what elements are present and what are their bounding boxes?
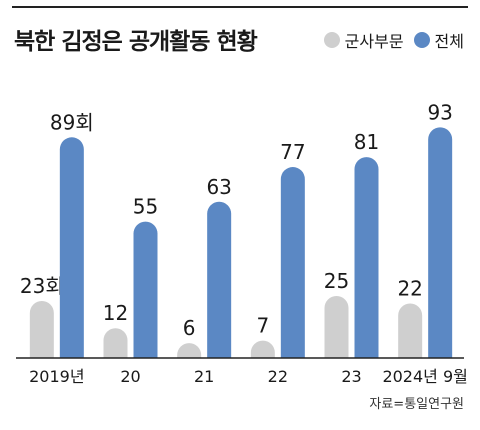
x-tick-label-3: 22: [268, 367, 288, 386]
bar-total-1: [133, 221, 158, 358]
legend-label-total: 전체: [434, 32, 464, 51]
top-rule: [12, 6, 468, 8]
data-label-total-5: 93: [427, 100, 452, 124]
data-label-military-2: 6: [183, 316, 196, 340]
data-label-total-3: 77: [280, 140, 305, 164]
bar-total-3: [280, 167, 305, 358]
bar-total-5: [428, 127, 453, 358]
x-tick-label-5: 2024년 9월: [382, 367, 467, 386]
bar-military-5: [398, 303, 423, 358]
legend-label-military: 군사부문: [344, 32, 404, 51]
bar-military-4: [324, 296, 349, 358]
data-label-military-5: 22: [397, 276, 422, 300]
data-label-total-2: 63: [206, 175, 231, 199]
bar-military-2: [177, 343, 202, 358]
data-label-military-3: 7: [256, 314, 269, 338]
data-label-military-4: 25: [324, 269, 349, 293]
data-label-total-1: 55: [133, 195, 158, 219]
bar-total-0: [59, 137, 84, 358]
legend-swatch-military: [323, 32, 340, 48]
chart-title: 북한 김정은 공개활동 현황: [14, 29, 258, 55]
data-label-total-4: 81: [354, 130, 379, 154]
bar-military-1: [103, 328, 128, 358]
bar-military-0: [29, 300, 54, 358]
x-tick-label-2: 21: [194, 367, 214, 386]
legend: 군사부문 전체: [314, 28, 464, 52]
x-tick-label-1: 20: [120, 367, 140, 386]
bar-total-2: [207, 201, 232, 358]
data-label-military-1: 12: [103, 301, 128, 325]
legend-swatch-total: [413, 32, 430, 48]
legend-item-military: 군사부문: [323, 28, 404, 52]
bar-total-4: [354, 157, 379, 358]
source-note: 자료=통일연구원: [369, 397, 464, 412]
data-label-total-0: 89회: [50, 110, 94, 134]
bar-military-3: [250, 340, 275, 358]
legend-item-total: 전체: [413, 28, 464, 52]
x-tick-label-4: 23: [341, 367, 361, 386]
x-tick-label-0: 2019년: [29, 367, 84, 386]
data-label-military-0: 23회: [20, 274, 64, 298]
